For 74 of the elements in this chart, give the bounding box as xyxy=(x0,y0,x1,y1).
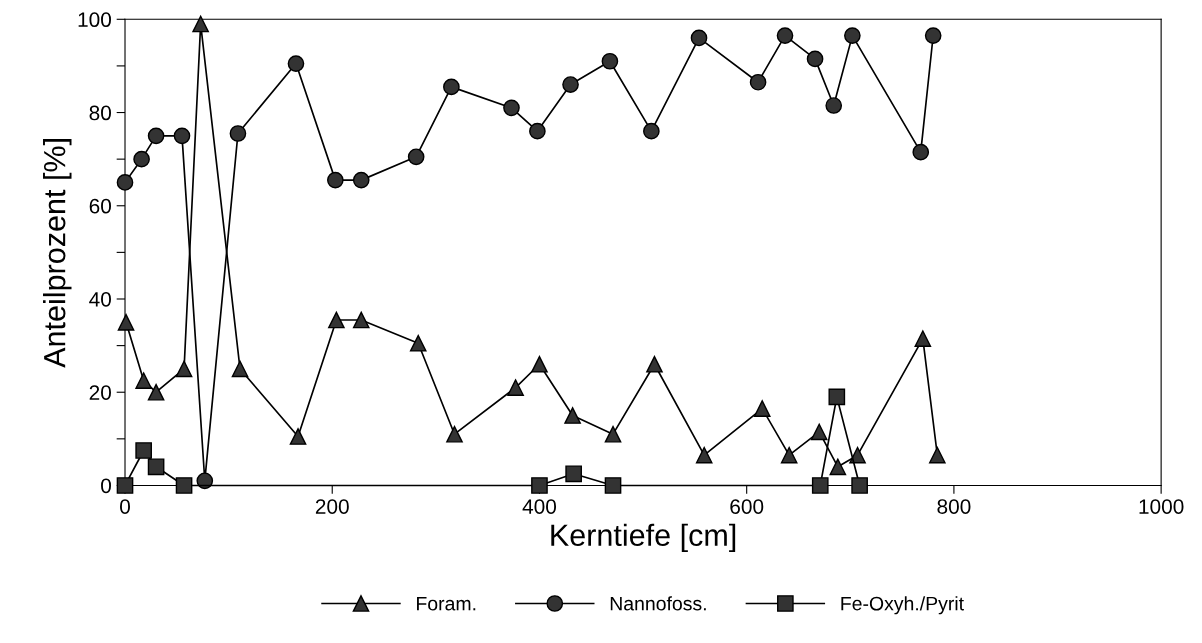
point xyxy=(924,27,942,44)
y-tick-label: 100 xyxy=(78,12,111,28)
point xyxy=(851,477,868,494)
legend-label: Foram. xyxy=(417,596,476,611)
point xyxy=(601,52,619,70)
point xyxy=(604,425,622,443)
point xyxy=(529,122,546,140)
point xyxy=(776,27,794,44)
point xyxy=(531,355,548,373)
y-tick-label: 0 xyxy=(101,478,111,494)
point xyxy=(565,465,582,483)
point xyxy=(446,425,463,443)
point xyxy=(690,29,708,47)
point xyxy=(828,388,846,406)
x-tick-label: 0 xyxy=(120,499,130,514)
x-tick-label: 800 xyxy=(937,499,971,514)
point xyxy=(695,446,713,464)
point xyxy=(810,423,828,441)
y-tick-label: 40 xyxy=(89,292,111,307)
point xyxy=(117,313,135,331)
point xyxy=(753,400,771,417)
point xyxy=(604,477,622,494)
point xyxy=(175,477,193,494)
point xyxy=(825,97,843,114)
point xyxy=(531,477,548,494)
point xyxy=(147,458,165,476)
point xyxy=(352,171,370,189)
point xyxy=(914,330,932,347)
point xyxy=(829,458,847,476)
point xyxy=(780,446,798,464)
point xyxy=(507,379,524,396)
point xyxy=(749,73,767,91)
point xyxy=(503,99,520,117)
point xyxy=(196,472,214,490)
y-axis-title: Anteilprozent [%] xyxy=(43,139,72,368)
point xyxy=(564,407,581,424)
y-tick-label: 20 xyxy=(89,385,111,400)
x-tick-label: 1000 xyxy=(1139,499,1184,514)
point xyxy=(844,27,861,44)
point xyxy=(327,171,344,189)
point xyxy=(287,55,305,72)
point xyxy=(135,372,152,389)
point xyxy=(443,78,460,96)
point xyxy=(352,311,370,329)
point xyxy=(116,174,134,191)
point xyxy=(231,360,249,378)
point xyxy=(173,127,191,145)
point xyxy=(147,383,165,401)
legend-label: Nannofoss. xyxy=(610,596,706,611)
point xyxy=(192,15,209,33)
point xyxy=(229,125,247,142)
x-tick-label: 400 xyxy=(522,499,557,514)
y-tick-label: 80 xyxy=(89,105,111,121)
x-tick-label: 200 xyxy=(315,499,349,514)
point xyxy=(928,446,946,464)
point xyxy=(811,477,829,494)
point xyxy=(289,428,307,445)
y-tick-label: 60 xyxy=(89,198,111,214)
point xyxy=(135,442,152,459)
point xyxy=(147,127,165,145)
point xyxy=(646,355,663,373)
x-tick-label: 600 xyxy=(730,499,764,514)
point xyxy=(643,122,660,140)
point xyxy=(175,360,193,378)
legend-label: Fe-Oxyh./Pyrit xyxy=(841,596,964,615)
point xyxy=(409,334,427,352)
x-axis-title: Kerntiefe [cm] xyxy=(551,523,736,553)
point xyxy=(562,76,579,93)
point xyxy=(116,477,134,494)
point xyxy=(407,148,425,166)
point xyxy=(133,150,150,168)
point xyxy=(806,50,824,68)
point xyxy=(328,311,345,329)
point xyxy=(912,143,930,161)
